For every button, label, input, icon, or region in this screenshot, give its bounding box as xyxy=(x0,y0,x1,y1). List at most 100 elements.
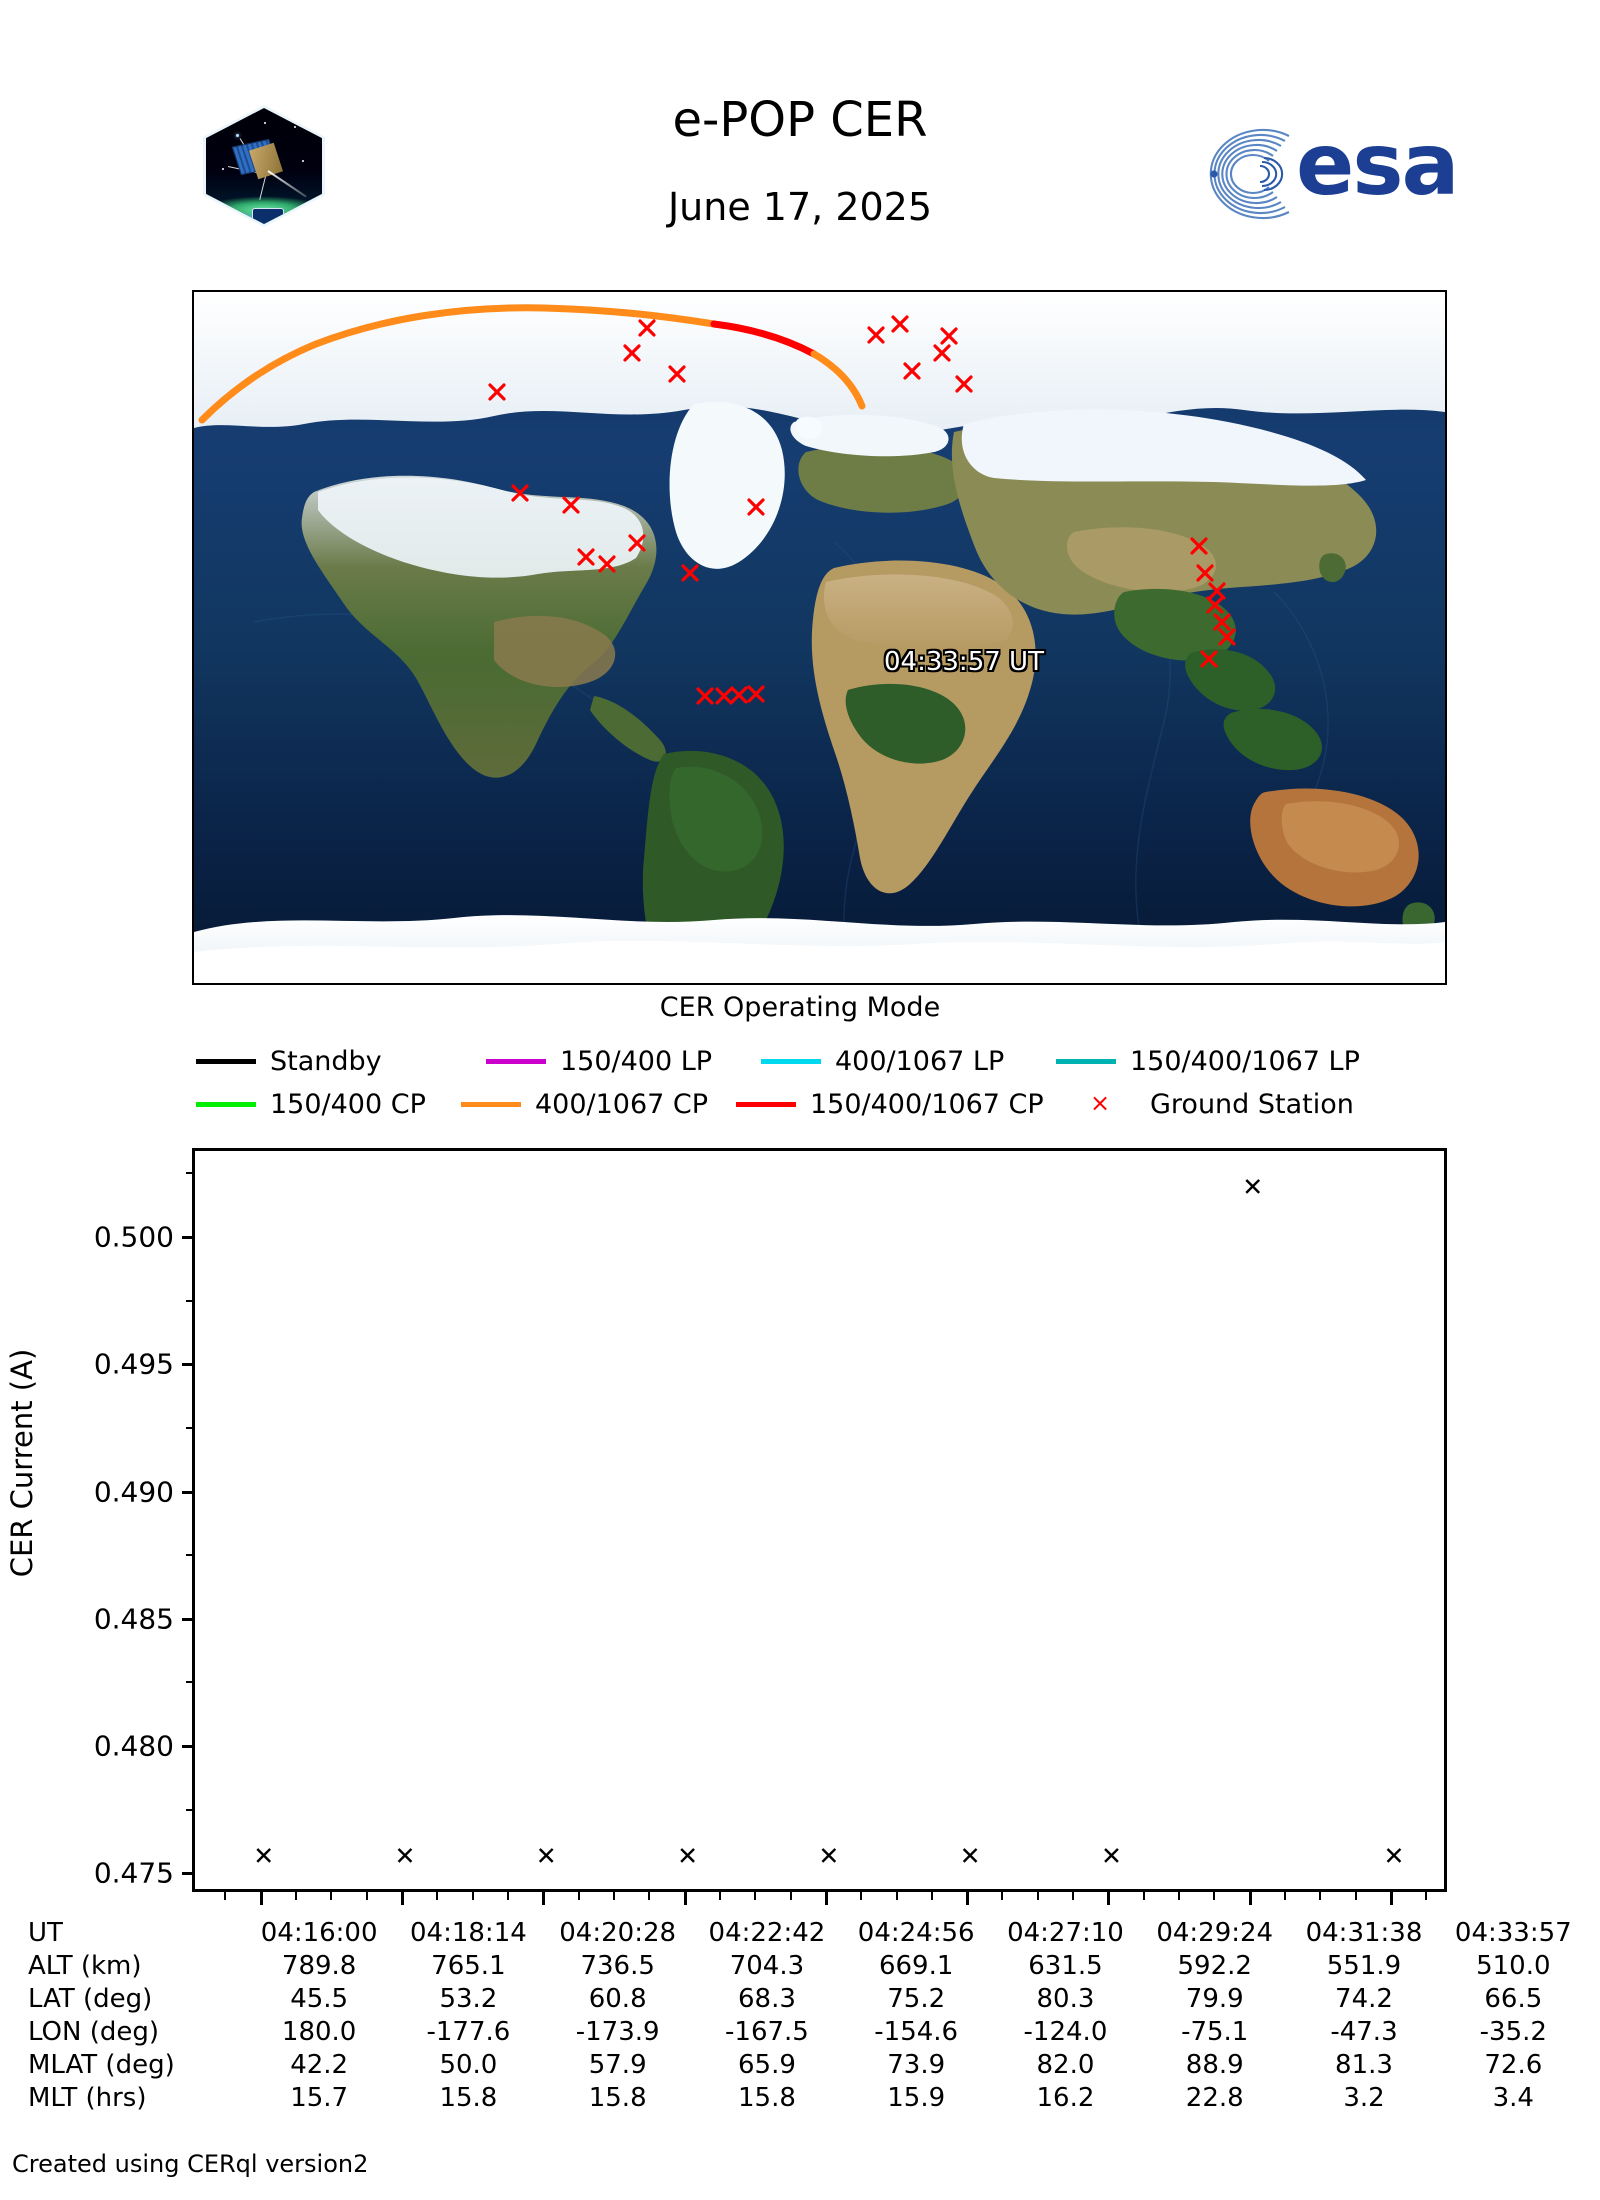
x-tick-minor xyxy=(330,1892,333,1900)
table-cell: 16.2 xyxy=(1036,2082,1095,2113)
x-tick-minor xyxy=(789,1892,792,1900)
table-cell: 765.1 xyxy=(431,1950,506,1981)
y-tick-major xyxy=(182,1617,193,1621)
x-tick-minor xyxy=(1036,1892,1039,1900)
cer-current-plot[interactable]: ✕ ✕ ✕ ✕ ✕ ✕ ✕ ✕ ✕ xyxy=(192,1148,1447,1892)
x-tick-major xyxy=(1107,1892,1111,1905)
x-tick-minor xyxy=(1213,1892,1216,1900)
table-cell: 42.2 xyxy=(290,2049,349,2080)
y-tick-label: 0.475 xyxy=(93,1856,174,1890)
world-map-panel: 04:33:57 UT 04:16:00 UT xyxy=(192,290,1447,985)
x-tick-minor xyxy=(1319,1892,1322,1900)
orbit-track-overlay xyxy=(198,304,1236,705)
ground-station-marker xyxy=(623,344,641,362)
ground-station-marker xyxy=(577,548,595,566)
table-cell: -154.6 xyxy=(874,2016,959,2047)
ground-station-marker xyxy=(715,687,733,705)
y-tick-label: 0.480 xyxy=(93,1729,174,1763)
table-cell: 551.9 xyxy=(1326,1950,1402,1981)
table-cell: 79.9 xyxy=(1185,1983,1244,2014)
table-cell: 736.5 xyxy=(580,1950,655,1981)
ground-station-marker xyxy=(730,686,748,704)
legend-swatch-150-400-cp xyxy=(196,1102,256,1107)
ground-station-marker xyxy=(891,315,909,333)
ground-station-marker xyxy=(955,375,973,393)
table-cell: -177.6 xyxy=(426,2016,511,2047)
x-tick-major xyxy=(824,1892,828,1905)
table-row-label: LON (deg) xyxy=(28,2016,160,2047)
map-caption: CER Operating Mode xyxy=(659,992,941,1023)
x-tick-minor xyxy=(365,1892,368,1900)
legend-label-400-1067-cp: 400/1067 CP xyxy=(535,1089,709,1120)
y-tick-minor xyxy=(186,1426,193,1429)
x-tick-minor xyxy=(930,1892,933,1900)
data-point: ✕ xyxy=(535,1841,557,1871)
table-row-label: ALT (km) xyxy=(28,1950,142,1981)
x-tick-minor xyxy=(224,1892,227,1900)
y-tick-minor xyxy=(186,1554,193,1557)
table-cell: 82.0 xyxy=(1036,2049,1095,2080)
table-row-label: MLAT (deg) xyxy=(28,2049,175,2080)
table-row-label: LAT (deg) xyxy=(28,1983,153,2014)
ground-station-marker xyxy=(933,344,951,362)
x-tick-major xyxy=(400,1892,404,1905)
table-cell: 88.9 xyxy=(1185,2049,1244,2080)
table-cell: 50.0 xyxy=(439,2049,498,2080)
table-cell: 15.9 xyxy=(887,2082,946,2113)
table-row: LAT (deg) 45.5 53.2 60.8 68.3 75.2 80.3 79.9 74.… xyxy=(28,1982,1588,2015)
y-tick-minor xyxy=(186,1172,193,1175)
ground-station-marker-icon: × xyxy=(1090,1089,1111,1117)
ground-station-marker xyxy=(511,484,529,502)
y-tick-minor xyxy=(186,1681,193,1684)
ground-station-marker xyxy=(1190,537,1208,555)
table-cell: 15.8 xyxy=(439,2082,498,2113)
y-tick-major xyxy=(182,1745,193,1749)
x-tick-minor xyxy=(577,1892,580,1900)
data-point: ✕ xyxy=(1242,1172,1264,1202)
y-axis-label: CER Current (A) xyxy=(5,1348,39,1578)
x-tick-minor xyxy=(1354,1892,1357,1900)
table-cell: 65.9 xyxy=(737,2049,796,2080)
ground-station-marker xyxy=(598,555,616,573)
table-cell: 789.8 xyxy=(281,1950,357,1981)
table-cell: 3.4 xyxy=(1492,2082,1534,2113)
ground-station-marker xyxy=(628,534,646,552)
ground-station-marker xyxy=(1208,582,1226,600)
legend-label-standby: Standby xyxy=(270,1046,382,1077)
data-point: ✕ xyxy=(818,1841,840,1871)
x-tick-minor xyxy=(612,1892,615,1900)
ground-station-marker xyxy=(940,327,958,345)
legend-row-1: Standby 150/400 LP 400/1067 LP 150/400/1… xyxy=(196,1042,1456,1082)
legend-swatch-400-1067-cp xyxy=(461,1102,521,1107)
x-tick-major xyxy=(542,1892,546,1905)
ground-station-marker xyxy=(1213,613,1231,631)
ground-station-marker xyxy=(1196,564,1214,582)
x-tick-minor xyxy=(506,1892,509,1900)
table-cell: 631.5 xyxy=(1028,1950,1103,1981)
x-tick-minor xyxy=(1001,1892,1004,1900)
table-cell: 704.3 xyxy=(729,1950,805,1981)
ground-station-marker xyxy=(488,383,506,401)
x-tick-minor xyxy=(718,1892,721,1900)
ground-station-marker xyxy=(1200,650,1218,668)
x-tick-major xyxy=(1248,1892,1252,1905)
table-cell: -167.5 xyxy=(725,2016,809,2047)
table-row: ALT (km) 789.8 765.1 736.5 704.3 669.1 631.5 59… xyxy=(28,1949,1588,1982)
x-tick-minor xyxy=(471,1892,474,1900)
table-cell: -35.2 xyxy=(1479,2016,1547,2047)
legend-swatch-400-1067-lp xyxy=(761,1059,821,1064)
x-tick-major xyxy=(259,1892,263,1905)
table-cell: 80.3 xyxy=(1036,1983,1095,2014)
page-title: e-POP CER xyxy=(672,92,928,148)
table-cell: 04:31:38 xyxy=(1305,1917,1423,1948)
legend-label-150-400-1067-cp: 150/400/1067 CP xyxy=(810,1089,1044,1120)
table-cell: -75.1 xyxy=(1181,2016,1249,2047)
table-cell: 73.9 xyxy=(887,2049,946,2080)
operating-mode-legend: Standby 150/400 LP 400/1067 LP 150/400/1… xyxy=(196,1042,1456,1132)
table-row: LON (deg) 180.0 -177.6 -173.9 -167.5 -154.6 -1… xyxy=(28,2015,1588,2048)
ground-station-marker xyxy=(747,498,765,516)
table-cell: 04:29:24 xyxy=(1156,1917,1274,1948)
table-cell: -47.3 xyxy=(1330,2016,1398,2047)
table-cell: 57.9 xyxy=(588,2049,647,2080)
table-cell: 04:16:00 xyxy=(260,1917,378,1948)
